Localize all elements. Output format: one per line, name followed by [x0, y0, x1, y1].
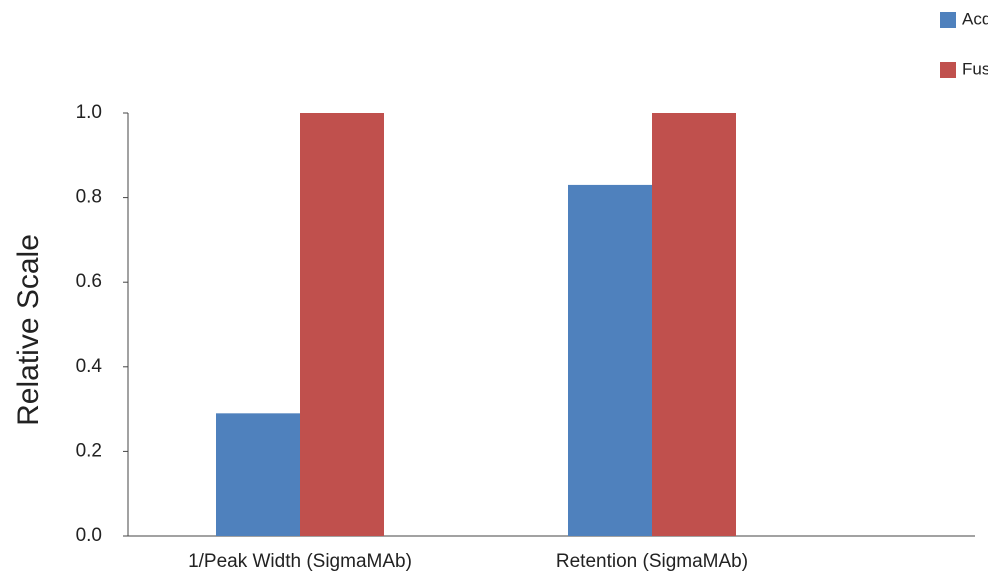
legend-label: Fused-Core, 3.4 µm [962, 59, 988, 78]
bar [568, 184, 652, 536]
y-tick-label: 0.6 [76, 271, 102, 292]
y-tick-label: 0.0 [76, 525, 102, 546]
legend-label: Acquity, 1.7 µm [962, 9, 988, 28]
bar [216, 413, 300, 536]
y-tick-label: 0.8 [76, 187, 102, 208]
y-tick-label: 1.0 [76, 102, 102, 123]
bar [652, 113, 736, 536]
y-tick-label: 0.4 [76, 356, 103, 377]
x-tick-label: 1/Peak Width (SigmaMAb) [188, 551, 412, 572]
legend-swatch [940, 62, 956, 78]
legend-swatch [940, 12, 956, 28]
y-axis-label: Relative Scale [12, 234, 45, 426]
x-tick-label: Retention (SigmaMAb) [556, 551, 748, 572]
y-tick-label: 0.2 [76, 440, 102, 461]
bar [300, 113, 384, 536]
